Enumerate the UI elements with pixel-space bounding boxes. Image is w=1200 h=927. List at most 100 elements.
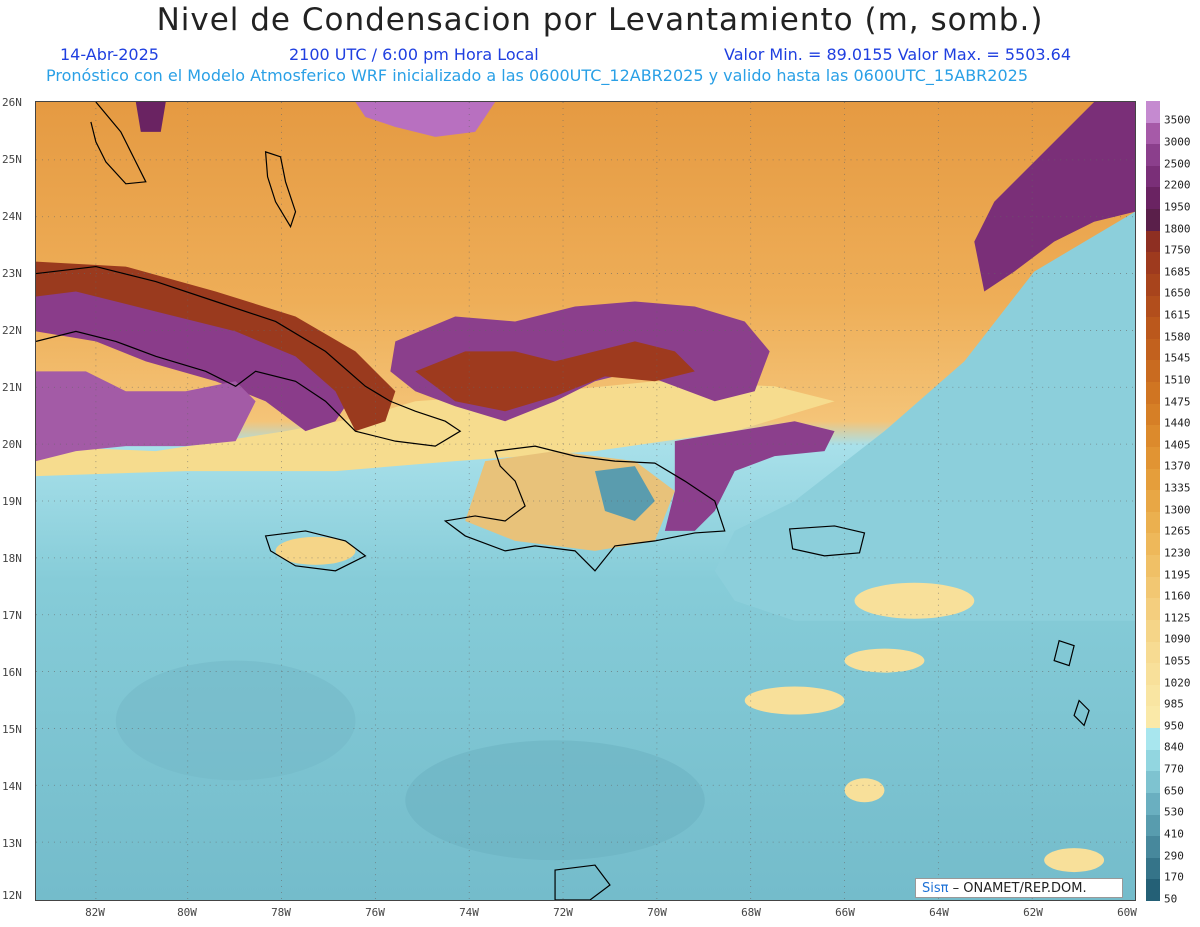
lat-label: 21N [2,381,22,394]
valid-time: 2100 UTC / 6:00 pm Hora Local [289,45,539,64]
high-lcl-top [355,102,496,137]
lon-label: 66W [835,906,855,919]
colorbar-label: 1405 [1164,438,1191,452]
colorbar-label: 170 [1164,870,1184,884]
colorbar-swatch [1146,425,1160,448]
high-lcl-cuba-south [36,371,256,462]
colorbar-swatch [1146,273,1160,297]
credit-box: Sisπ – ONAMET/REP.DOM. [915,878,1123,898]
yellow-patch-5 [1044,848,1105,873]
colorbar-label: 410 [1164,827,1184,841]
colorbar-swatch [1146,252,1160,275]
lat-label: 24N [2,210,22,223]
colorbar-swatch [1146,576,1160,599]
yellow-patch-4 [844,778,885,803]
lat-label: 20N [2,438,22,451]
min-max-values: Valor Min. = 89.0155 Valor Max. = 5503.6… [724,45,1072,64]
credit-org: – ONAMET/REP.DOM. [948,881,1087,896]
colorbar-label: 3500 [1164,113,1191,127]
florida-coast [90,102,147,185]
colorbar-label: 1615 [1164,308,1191,322]
colorbar-swatch [1146,749,1160,772]
colorbar-label: 650 [1164,784,1184,798]
yellow-patch-3 [844,648,925,673]
colorbar-label: 770 [1164,762,1184,776]
lat-label: 15N [2,723,22,736]
colorbar-label: 3000 [1164,135,1191,149]
colorbar-swatch [1146,555,1160,578]
hispaniola-low-patch [594,466,655,521]
colorbar-label: 950 [1164,719,1184,733]
colorbar-label: 290 [1164,849,1184,863]
colorbar-swatch [1146,490,1160,513]
colorbar-swatch [1146,706,1160,729]
lat-label: 12N [2,889,22,902]
yellow-patch-1 [854,582,975,619]
graticule [36,102,1135,900]
credit-brand: Sisπ [922,881,949,896]
high-lcl-cuba-west [36,271,356,432]
martinique-coast [1073,699,1090,727]
lon-label: 82W [85,906,105,919]
colorbar-label: 840 [1164,740,1184,754]
colorbar-label: 1750 [1164,243,1191,257]
colorbar-swatch [1146,144,1160,167]
colorbar-label: 1370 [1164,459,1191,473]
colorbar-label: 1265 [1164,524,1191,538]
colorbar-swatch [1146,122,1160,145]
teal-patch-1 [115,660,356,781]
colorbar-swatch [1146,382,1160,405]
lon-label: 64W [929,906,949,919]
lat-label: 18N [2,552,22,565]
colorbar-swatch [1146,836,1160,859]
colorbar-label: 1055 [1164,654,1191,668]
atlantic-low-lcl-region [714,211,1135,621]
colorbar-label: 1125 [1164,611,1191,625]
valid-date: 14-Abr-2025 [60,45,159,64]
colorbar-label: 1475 [1164,395,1191,409]
colorbar-swatch [1146,511,1160,534]
colorbar-label: 1440 [1164,416,1191,430]
lon-label: 60W [1117,906,1137,919]
colorbar-label: 2500 [1164,157,1191,171]
lat-label: 14N [2,780,22,793]
colorbar-label: 1195 [1164,568,1191,581]
colorbar-label: 1545 [1164,351,1191,365]
lon-label: 70W [647,906,667,919]
lon-label: 76W [365,906,385,919]
colorbar [1146,101,1160,902]
yellow-patch-2 [744,686,845,715]
colorbar-label: 1650 [1164,286,1191,300]
colorbar-swatch [1146,684,1160,707]
lat-label: 26N [2,96,22,109]
lon-label: 68W [741,906,761,919]
ridge-north-hispaniola [415,341,695,412]
colorbar-swatch [1146,641,1160,664]
forecast-info: Pronóstico con el Modelo Atmosferico WRF… [46,66,1029,85]
colorbar-label: 1020 [1164,676,1191,690]
lat-label: 17N [2,609,22,622]
colorbar-swatch [1146,598,1160,621]
colorbar-swatch [1146,101,1160,124]
lon-label: 72W [553,906,573,919]
colorbar-label: 50 [1164,892,1178,906]
colorbar-label: 1510 [1164,373,1191,387]
lat-label: 22N [2,324,22,337]
yellow-patch-jamaica [275,536,356,565]
colorbar-swatch [1146,338,1160,361]
andros-coast [264,151,297,229]
lat-label: 13N [2,837,22,850]
colorbar-label: 1580 [1164,330,1191,344]
colorbar-swatch [1146,468,1160,491]
colorbar-label: 1685 [1164,265,1191,279]
colorbar-swatch [1146,792,1160,815]
cuba-coast [36,265,462,447]
teal-patch-2 [405,740,705,861]
colorbar-swatch [1146,533,1160,556]
colorbar-swatch [1146,814,1160,837]
colorbar-swatch [1146,187,1160,210]
lat-label: 23N [2,267,22,280]
colorbar-swatch [1146,663,1160,686]
colorbar-label: 1160 [1164,589,1191,603]
map-title: Nivel de Condensacion por Levantamiento … [156,2,1044,38]
